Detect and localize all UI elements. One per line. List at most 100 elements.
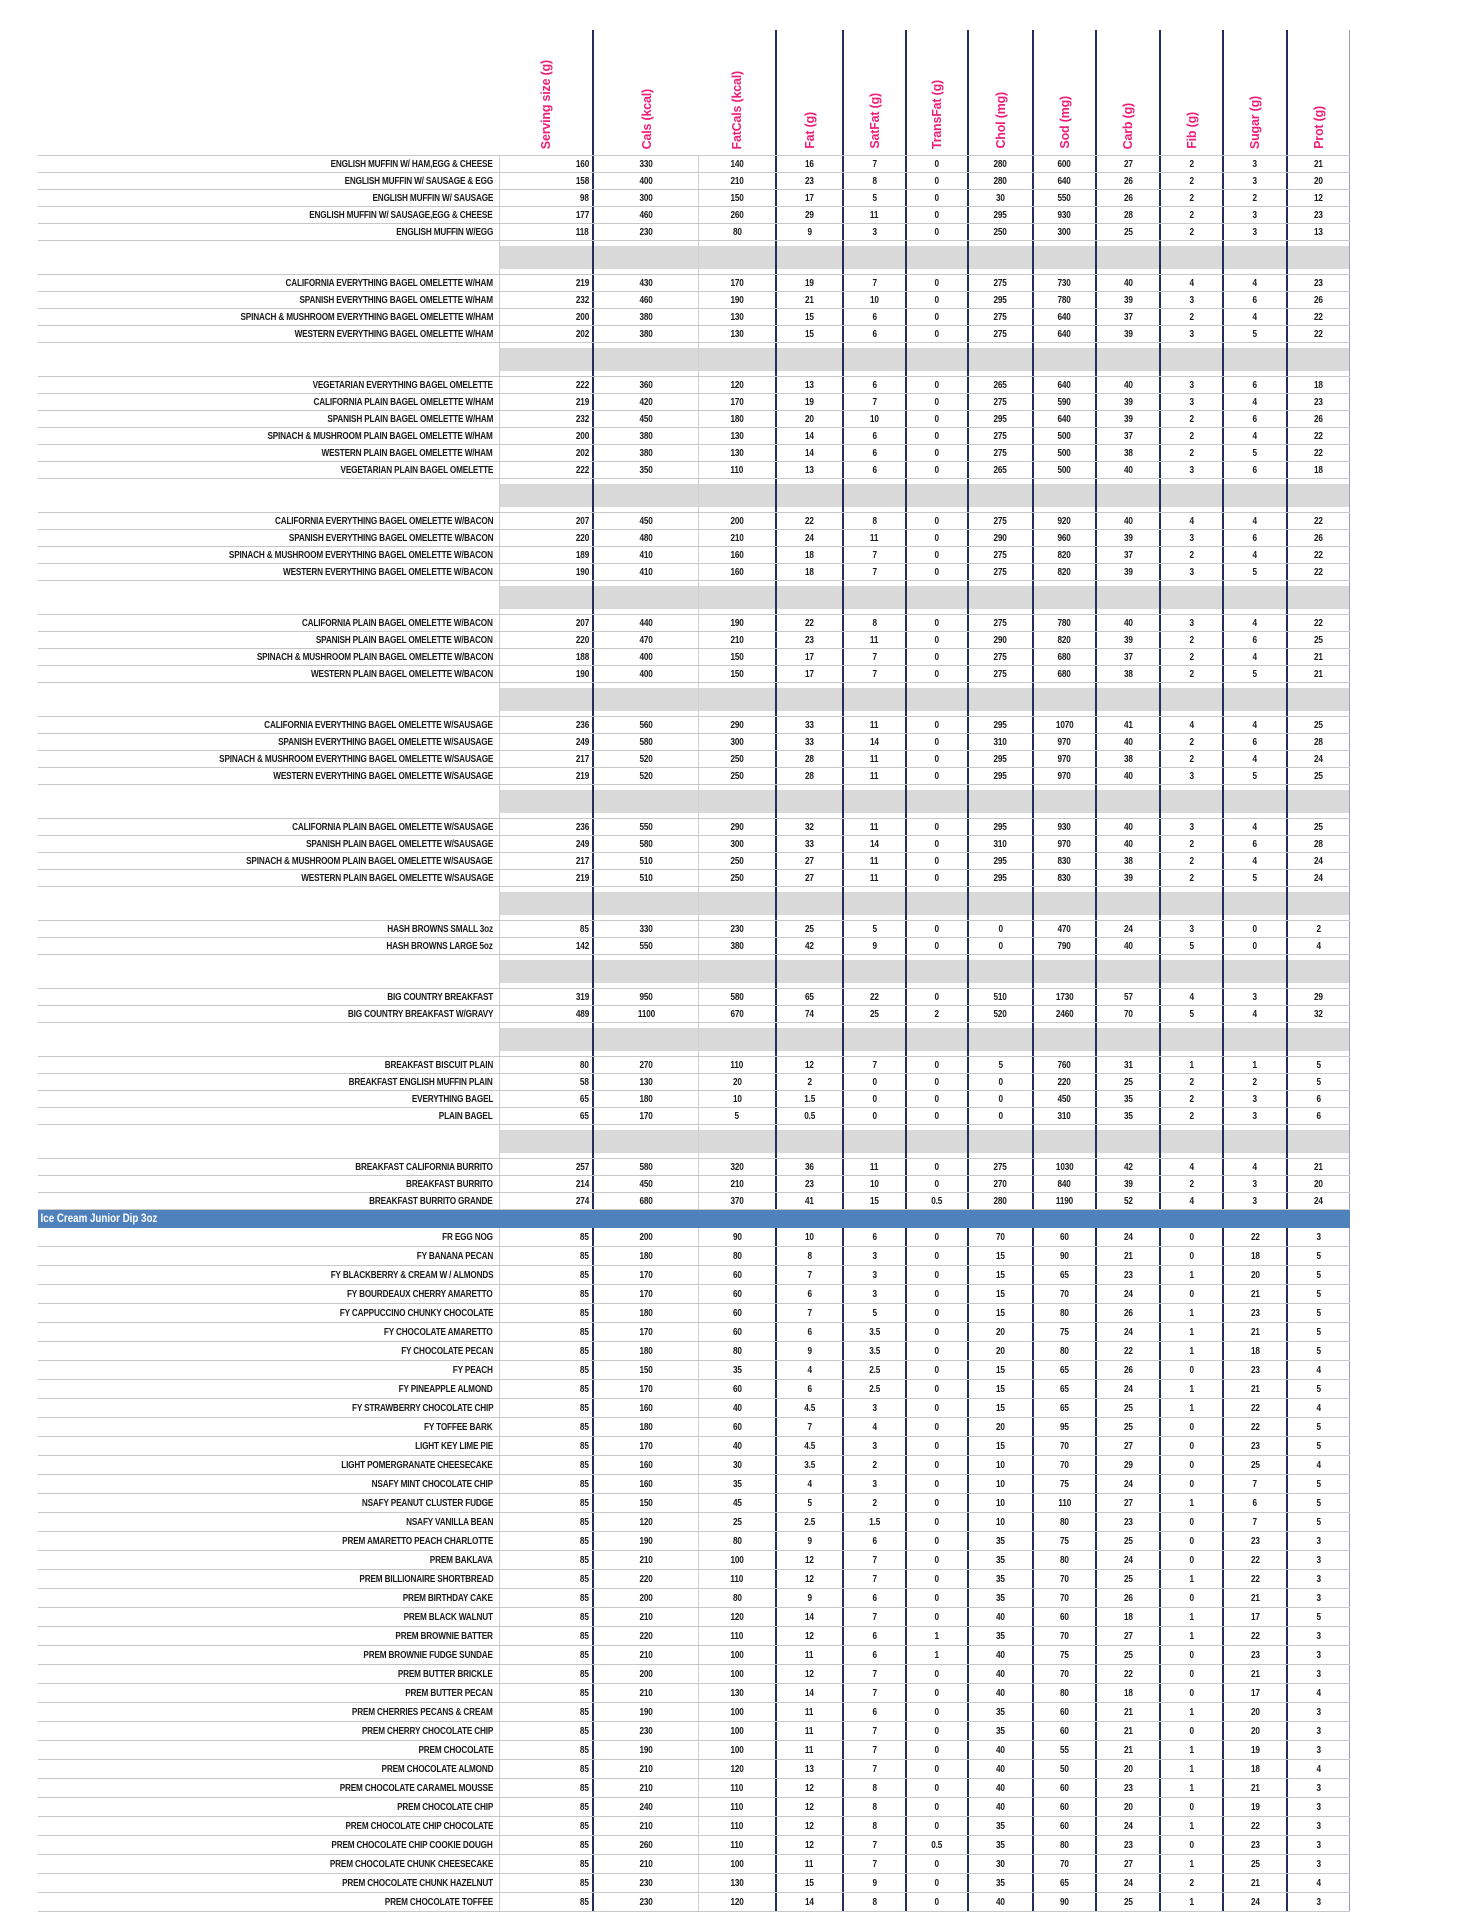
value-sugar: 3 xyxy=(1252,1093,1258,1105)
value-cell-sugar: 6 xyxy=(1224,377,1288,393)
value-sod: 2460 xyxy=(1055,1008,1074,1020)
value-cell-sod: 60 xyxy=(1034,1722,1097,1740)
value-cell-sugar xyxy=(1224,1023,1288,1056)
value-cell-chol: 275 xyxy=(969,309,1034,325)
value-cell-cals: 120 xyxy=(594,1513,699,1531)
value-cell-sod: 970 xyxy=(1034,734,1097,750)
value-fat: 14 xyxy=(805,430,814,442)
value-cell-chol: 295 xyxy=(969,292,1034,308)
value-cell-fatcals: 160 xyxy=(699,547,777,563)
value-fib: 2 xyxy=(1189,753,1194,765)
item-name-cell: PREM CHOCOLATE TOFFEE xyxy=(38,1893,500,1911)
value-fat: 4 xyxy=(807,1364,812,1376)
item-name-cell: WESTERN PLAIN BAGEL OMELETTE W/SAUSAGE xyxy=(38,870,500,886)
value-cell-fib: 0 xyxy=(1161,1646,1224,1664)
value-sugar: 3 xyxy=(1252,991,1258,1003)
item-name: FY CHOCOLATE AMARETTO xyxy=(384,1326,493,1338)
value-satfat: 3 xyxy=(872,1269,877,1281)
item-name: PREM CHERRY CHOCOLATE CHIP xyxy=(361,1725,494,1737)
value-cell-prot: 3 xyxy=(1288,1646,1350,1664)
value-cell-fat: 74 xyxy=(777,1006,844,1022)
value-fib: 1 xyxy=(1189,1744,1194,1756)
value-cell-prot: 32 xyxy=(1288,1006,1350,1022)
value-cell-fatcals: 130 xyxy=(699,1684,777,1702)
value-cell-fatcals: 80 xyxy=(699,1532,777,1550)
value-cell-fatcals: 210 xyxy=(699,530,777,546)
value-sod: 65 xyxy=(1060,1269,1069,1281)
value-trans: 0 xyxy=(934,991,940,1003)
value-carb: 25 xyxy=(1123,1076,1133,1088)
value-carb: 24 xyxy=(1123,1326,1133,1338)
value-cell-sugar: 6 xyxy=(1224,632,1288,648)
value-serv: 217 xyxy=(575,753,589,765)
value-cals: 170 xyxy=(639,1269,653,1281)
value-prot: 23 xyxy=(1314,209,1323,221)
value-cals: 230 xyxy=(639,1877,653,1889)
value-cell-satfat xyxy=(844,887,907,920)
value-serv: 220 xyxy=(575,532,589,544)
value-prot: 22 xyxy=(1314,430,1323,442)
value-serv: 85 xyxy=(580,1554,589,1566)
value-cell-satfat: 7 xyxy=(844,1684,907,1702)
value-cell-sugar: 21 xyxy=(1224,1779,1288,1797)
value-satfat: 5 xyxy=(872,923,877,935)
value-cell-fatcals: 60 xyxy=(699,1380,777,1398)
value-chol: 520 xyxy=(993,1008,1008,1020)
value-cell-prot: 21 xyxy=(1288,156,1350,172)
value-serv: 274 xyxy=(575,1195,589,1207)
table-row: SPINACH & MUSHROOM PLAIN BAGEL OMELETTE … xyxy=(38,649,1350,666)
value-cell-sod: 70 xyxy=(1034,1589,1097,1607)
value-cell-trans: 0 xyxy=(907,1703,969,1721)
value-fat: 12 xyxy=(805,1554,814,1566)
value-carb: 21 xyxy=(1123,1706,1133,1718)
value-fatcals: 20 xyxy=(732,1076,742,1088)
value-cell-fatcals: 120 xyxy=(699,1893,777,1911)
table-row: NSAFY VANILLA BEAN 85 120 25 2.5 1.5 0 10 80 23 0 7… xyxy=(38,1513,1350,1532)
value-chol: 295 xyxy=(993,294,1008,306)
value-cell-carb: 40 xyxy=(1097,377,1161,393)
value-satfat: 25 xyxy=(870,1008,879,1020)
table-row: NSAFY MINT CHOCOLATE CHIP 85 160 35 4 3 0 10 75 2… xyxy=(38,1475,1350,1494)
column-header-label: SatFat (g) xyxy=(867,93,882,149)
value-cell-fib: 0 xyxy=(1161,1798,1224,1816)
value-cell-fat: 12 xyxy=(777,1798,844,1816)
value-cell-satfat xyxy=(844,683,907,716)
value-cell-fib: 1 xyxy=(1161,1741,1224,1759)
value-cell-fat: 36 xyxy=(777,1159,844,1175)
value-cell-satfat: 6 xyxy=(844,309,907,325)
item-name-cell: CALIFORNIA EVERYTHING BAGEL OMELETTE W/H… xyxy=(38,275,500,291)
table-row: FR EGG NOG 85 200 90 10 6 0 70 60 24 0 22 3 xyxy=(38,1228,1350,1247)
value-cell-fat: 4.5 xyxy=(777,1399,844,1417)
value-sod: 820 xyxy=(1057,634,1072,646)
value-cell-fatcals: 60 xyxy=(699,1418,777,1436)
value-cell-fatcals: 25 xyxy=(699,1513,777,1531)
table-row: FY CHOCOLATE AMARETTO 85 170 60 6 3.5 0 20 75 24 1… xyxy=(38,1323,1350,1342)
value-trans: 0 xyxy=(934,277,940,289)
value-cell-fatcals: 40 xyxy=(699,1399,777,1417)
value-trans: 0 xyxy=(934,923,940,935)
value-carb: 57 xyxy=(1123,991,1133,1003)
value-fatcals: 80 xyxy=(732,1535,742,1547)
value-sod: 60 xyxy=(1060,1782,1069,1794)
value-sod: 75 xyxy=(1060,1649,1069,1661)
value-sod: 840 xyxy=(1057,1178,1072,1190)
value-cell-trans: 0 xyxy=(907,717,969,733)
value-chol: 310 xyxy=(993,838,1008,850)
value-cals: 170 xyxy=(639,1326,653,1338)
value-fatcals: 100 xyxy=(730,1554,744,1566)
value-cell-satfat: 8 xyxy=(844,1798,907,1816)
value-fatcals: 120 xyxy=(730,1611,744,1623)
value-chol: 290 xyxy=(993,634,1008,646)
value-cell-fatcals: 180 xyxy=(699,411,777,427)
value-cell-sugar: 23 xyxy=(1224,1437,1288,1455)
table-row: FY CHOCOLATE PECAN 85 180 80 9 3.5 0 20 80 22 1 18 5 xyxy=(38,1342,1350,1361)
table-row: SPANISH EVERYTHING BAGEL OMELETTE W/SAUS… xyxy=(38,734,1350,751)
value-fib: 5 xyxy=(1189,940,1194,952)
value-cals: 380 xyxy=(639,430,653,442)
value-cell-trans: 0 xyxy=(907,1057,969,1073)
value-cell-satfat: 3.5 xyxy=(844,1323,907,1341)
value-serv: 85 xyxy=(580,1820,589,1832)
value-fat: 0.5 xyxy=(804,1110,815,1122)
value-cell-chol xyxy=(969,241,1034,274)
item-name-cell: BIG COUNTRY BREAKFAST xyxy=(38,989,500,1005)
